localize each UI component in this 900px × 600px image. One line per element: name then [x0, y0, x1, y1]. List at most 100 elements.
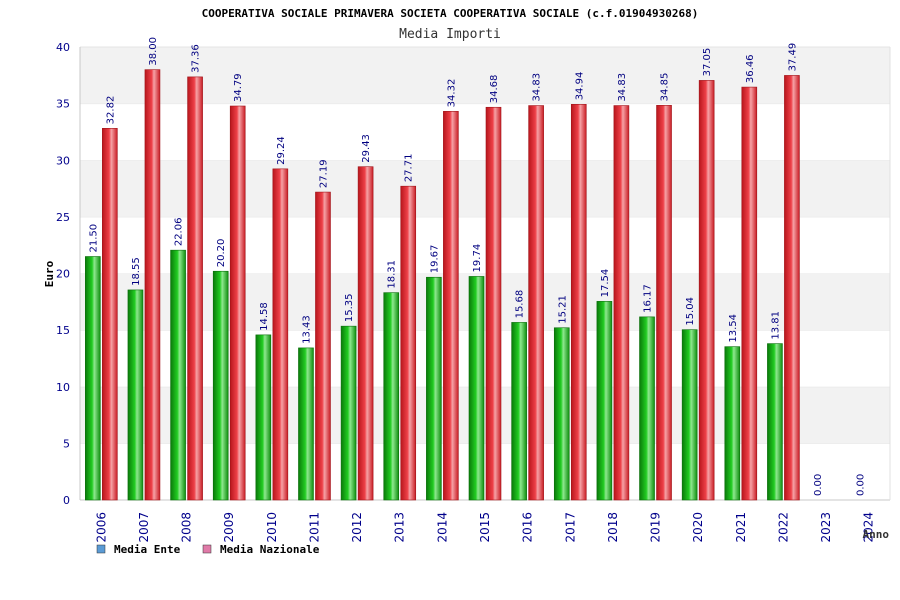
x-tick-label: 2017: [563, 512, 577, 543]
bar-media-nazionale: [656, 105, 672, 501]
data-label-media-ente: 15.04: [685, 297, 696, 326]
bar-media-nazionale: [698, 80, 715, 501]
x-tick-label: 2007: [137, 512, 151, 543]
data-labels: 21.50 32.82 18.55 38.00 22.06 37.36 20.20 34.79…: [88, 37, 866, 496]
bar-media-nazionale: [102, 128, 118, 501]
data-label-media-ente: 0.00: [813, 474, 824, 496]
data-label-media-nazionale: 27.19: [318, 159, 329, 188]
chart-subtitle: Media Importi: [399, 27, 501, 42]
y-axis-label: Euro: [43, 260, 56, 287]
data-label-media-nazionale: 38.00: [148, 37, 159, 66]
chart-title: COOPERATIVA SOCIALE PRIMAVERA SOCIETA CO…: [202, 7, 699, 20]
x-tick-label: 2024: [862, 512, 876, 543]
bar-media-ente: [170, 249, 186, 501]
y-tick-label: 20: [56, 268, 70, 281]
data-label-media-ente: 13.81: [770, 311, 781, 340]
legend-swatch-media-ente: [96, 544, 106, 554]
x-tick-label: 2013: [393, 512, 407, 543]
data-label-media-nazionale: 37.05: [702, 48, 713, 77]
bar-media-nazionale: [443, 111, 459, 501]
data-label-media-nazionale: 34.68: [489, 75, 500, 104]
data-label-media-ente: 13.54: [728, 314, 739, 343]
y-tick-label: 25: [56, 211, 70, 224]
bar-media-ente: [127, 289, 144, 501]
bar-media-ente: [426, 276, 442, 501]
bar-media-nazionale: [528, 105, 544, 501]
data-label-media-ente: 15.21: [557, 295, 568, 324]
data-label-media-ente: 20.20: [216, 239, 227, 268]
x-tick-label: 2006: [94, 512, 108, 543]
data-label-media-ente: 13.43: [301, 315, 312, 344]
y-tick-label: 40: [56, 41, 70, 54]
data-label-media-ente: 15.68: [515, 290, 526, 319]
bar-media-nazionale: [357, 166, 374, 501]
bar-media-nazionale: [741, 86, 758, 501]
legend-swatch-media-nazionale: [202, 544, 212, 554]
x-tick-label: 2018: [606, 512, 620, 543]
y-tick-label: 0: [63, 494, 70, 507]
bar-media-ente: [681, 329, 698, 501]
tick-labels: 0 5 10 15 20 25 30 35 40 2006 2007 2008 2009 2010 2011…: [56, 41, 876, 543]
bar-media-ente: [85, 256, 101, 501]
x-tick-label: 2008: [180, 512, 194, 543]
y-tick-label: 15: [56, 324, 70, 337]
bar-media-nazionale: [570, 104, 587, 501]
legend: Media Ente Media Nazionale: [96, 543, 320, 556]
bar-media-nazionale: [784, 75, 800, 501]
bar-media-nazionale: [485, 106, 502, 501]
bars: [85, 69, 800, 501]
bar-media-ente: [298, 347, 314, 501]
x-tick-label: 2022: [776, 512, 790, 543]
data-label-media-ente: 16.17: [643, 284, 654, 313]
x-tick-label: 2010: [265, 512, 279, 543]
bar-media-nazionale: [272, 168, 289, 501]
bar-media-nazionale: [229, 105, 246, 501]
bar-media-ente: [255, 334, 272, 501]
data-label-media-ente: 14.58: [259, 302, 270, 331]
bar-media-ente: [468, 276, 485, 501]
data-label-media-nazionale: 34.83: [532, 73, 543, 102]
x-tick-label: 2014: [435, 512, 449, 543]
data-label-media-ente: 17.54: [600, 269, 611, 298]
x-tick-label: 2020: [691, 512, 705, 543]
data-label-media-nazionale: 37.36: [191, 44, 202, 73]
data-label-media-ente: 15.35: [344, 294, 355, 323]
data-label-media-nazionale: 27.71: [404, 154, 415, 183]
data-label-media-ente: 18.55: [131, 257, 142, 286]
bar-media-ente: [511, 322, 527, 501]
data-label-media-ente: 19.74: [472, 244, 483, 273]
y-tick-label: 10: [56, 381, 70, 394]
x-axis-label: Anno: [863, 528, 890, 541]
data-label-media-ente: 19.67: [429, 245, 440, 274]
y-tick-label: 35: [56, 98, 70, 111]
bar-media-ente: [639, 316, 655, 501]
data-label-media-nazionale: 29.43: [361, 134, 372, 163]
y-tick-label: 30: [56, 154, 70, 167]
data-label-media-ente: 22.06: [174, 218, 185, 247]
data-label-media-nazionale: 36.46: [745, 54, 756, 83]
y-tick-label: 5: [63, 437, 70, 450]
data-label-media-nazionale: 32.82: [105, 96, 116, 125]
data-label-media-nazionale: 29.24: [276, 136, 287, 165]
data-label-media-ente: 0.00: [856, 474, 867, 496]
x-tick-label: 2012: [350, 512, 364, 543]
x-tick-label: 2016: [521, 512, 535, 543]
bar-media-nazionale: [315, 191, 331, 501]
x-tick-label: 2021: [734, 512, 748, 543]
legend-label-media-ente: Media Ente: [114, 543, 181, 556]
bar-media-nazionale: [144, 69, 161, 501]
bar-media-ente: [553, 327, 570, 501]
bar-media-ente: [212, 270, 229, 501]
bar-media-nazionale: [187, 76, 203, 501]
data-label-media-ente: 18.31: [387, 260, 398, 289]
bar-media-nazionale: [613, 105, 630, 501]
data-label-media-nazionale: 37.49: [787, 43, 798, 72]
x-tick-label: 2009: [222, 512, 236, 543]
x-tick-label: 2015: [478, 512, 492, 543]
x-tick-label: 2019: [649, 512, 663, 543]
x-tick-label: 2011: [307, 512, 321, 543]
data-label-media-nazionale: 34.94: [574, 72, 585, 101]
bar-media-nazionale: [400, 185, 417, 501]
data-label-media-nazionale: 34.32: [446, 79, 457, 108]
